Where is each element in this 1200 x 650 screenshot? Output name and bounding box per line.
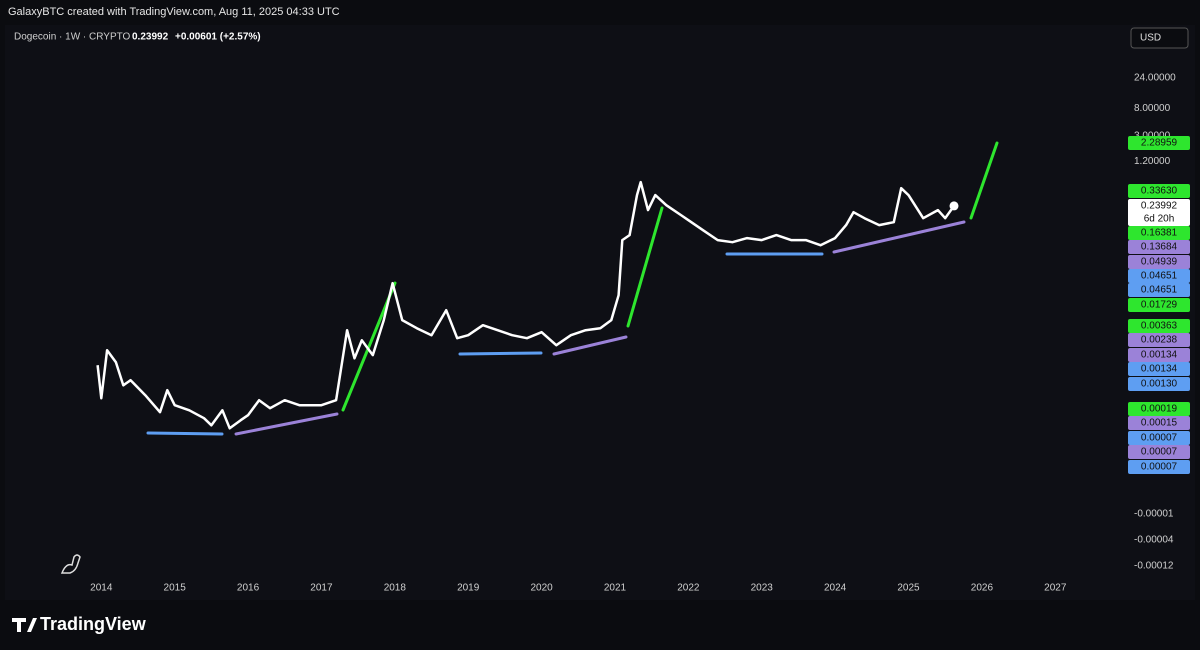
price-badge [1128,298,1190,312]
price-badge [1128,402,1190,416]
currency-label: USD [1140,33,1161,44]
price-badge [1128,269,1190,283]
y-axis-label: -0.00004 [1134,535,1174,546]
price-badge-label: 0.00007 [1141,462,1178,473]
price-change: +0.00601 (+2.57%) [175,32,261,43]
last-point [949,201,959,211]
price-badge-label: 0.00134 [1141,364,1178,375]
price-badge [1128,362,1190,376]
price-badge-label: 0.00007 [1141,447,1178,458]
x-tick-label: 2014 [90,583,113,594]
price-badge [1128,240,1190,254]
price-badge [1128,255,1190,269]
x-tick-label: 2015 [164,583,187,594]
currency-button[interactable] [1130,27,1189,49]
price-badge [1128,460,1190,474]
x-tick-label: 2021 [604,583,627,594]
trend-line [552,335,628,356]
x-tick-label: 2024 [824,583,847,594]
price-badge-label: 0.00019 [1141,404,1178,415]
last-price: 0.23992 [132,32,169,43]
symbol-title: Dogecoin · 1W · CRYPTO [14,32,131,43]
price-badge-label: 0.00007 [1141,433,1178,444]
price-badge-label: 2.28959 [1141,138,1178,149]
price-badge [1128,431,1190,445]
x-tick-label: 2023 [751,583,774,594]
brand-icon [12,618,37,632]
price-badge-label: 0.00134 [1141,350,1178,361]
trend-line [146,431,224,436]
y-tick-label: 3.00000 [1134,130,1171,141]
last-price-badge-label: 0.23992 [1141,201,1178,212]
price-badge [1128,226,1190,240]
price-badge [1128,136,1190,150]
price-line [96,180,956,430]
price-badge-label: 0.00363 [1141,321,1178,332]
x-tick-label: 2027 [1044,583,1067,594]
price-badge [1128,348,1190,362]
price-badge [1128,184,1190,198]
trend-line [832,220,966,254]
price-badge-label: 0.13684 [1141,242,1178,253]
x-tick-label: 2019 [457,583,480,594]
trend-line [234,412,339,436]
price-badge-label: 0.01729 [1141,300,1178,311]
last-price-badge [1128,199,1190,226]
price-badge [1128,283,1190,297]
price-badge [1128,333,1190,347]
price-badge-label: 0.00130 [1141,379,1178,390]
x-tick-label: 2025 [897,583,920,594]
y-axis-label: -0.00012 [1134,561,1174,572]
price-badge-label: 0.00015 [1141,418,1178,429]
brand-name: TradingView [40,614,147,634]
x-tick-label: 2020 [530,583,553,594]
y-tick-label: 8.00000 [1134,103,1171,114]
price-badge [1128,377,1190,391]
x-tick-label: 2026 [971,583,994,594]
price-badge-label: 0.04651 [1141,285,1178,296]
logo-icon [60,554,81,574]
price-badge-label: 0.33630 [1141,186,1178,197]
y-axis-label: -0.00001 [1134,509,1174,520]
attribution: GalaxyBTC created with TradingView.com, … [8,6,340,18]
trend-line [969,141,999,220]
price-badge-label: 0.16381 [1141,228,1178,239]
trend-line [626,206,664,328]
x-tick-label: 2022 [677,583,700,594]
price-badge-label: 0.04939 [1141,257,1178,268]
x-tick-label: 2016 [237,583,260,594]
y-tick-label: 24.00000 [1134,72,1176,83]
trend-line [458,351,543,356]
y-tick-label: 1.20000 [1134,156,1171,167]
price-badge [1128,445,1190,459]
price-badge-label: 0.04651 [1141,271,1178,282]
countdown-label: 6d 20h [1144,214,1175,225]
x-tick-label: 2018 [384,583,407,594]
price-badge [1128,416,1190,430]
price-badge [1128,319,1190,333]
x-tick-label: 2017 [310,583,333,594]
chart-panel [5,25,1195,600]
price-badge-label: 0.00238 [1141,335,1178,346]
